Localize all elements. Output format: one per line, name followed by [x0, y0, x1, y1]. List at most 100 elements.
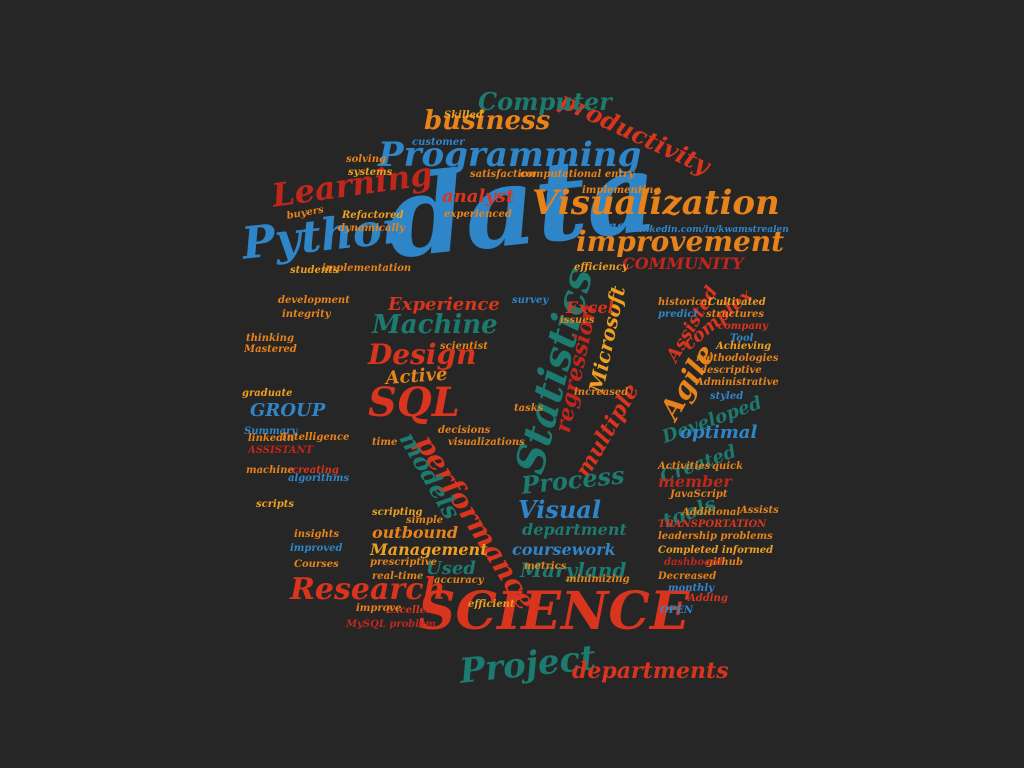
word-scientist: scientist	[440, 341, 488, 352]
word-visual: Visual	[518, 495, 601, 524]
word-used: Used	[426, 558, 476, 579]
word-efficiency: efficiency	[574, 262, 628, 273]
word-implementation: implementation	[322, 263, 412, 274]
word-improve: improve	[356, 603, 402, 614]
word-activities: Activities	[658, 461, 711, 472]
word-integrity: integrity	[282, 309, 331, 320]
word-predict: predict	[658, 309, 699, 320]
word-time: time	[372, 437, 398, 448]
word-linkedin-com-in-kwamstrealen: linkedin.com/in/kwamstrealen	[636, 225, 789, 235]
word-quick: quick	[712, 461, 744, 472]
word-decreased: Decreased	[658, 571, 717, 582]
word-completed-informed: Completed informed	[658, 545, 774, 556]
word-real-time: real-time	[372, 571, 424, 582]
word-departments: departments	[572, 658, 729, 684]
word-github: github	[706, 557, 743, 568]
word-member: member	[658, 472, 732, 491]
word-computer: Computer	[478, 87, 612, 116]
word-improvement: improvement	[576, 225, 785, 258]
word-refactored: Refactored	[342, 210, 404, 221]
word-tasks: tasks	[514, 403, 544, 414]
word-science: SCIENCE	[418, 581, 690, 642]
word-additional: Additional	[682, 507, 741, 518]
word-improved: improved	[290, 543, 343, 554]
word-open: OPEN	[660, 605, 693, 616]
word-metrics: metrics	[524, 561, 567, 572]
word-solving: solving	[346, 154, 386, 165]
word-coursework: coursework	[512, 540, 616, 559]
word-design: Design	[368, 338, 477, 371]
word-descriptive: descriptive	[700, 365, 762, 376]
word-administrative: Administrative	[696, 377, 779, 388]
word-insights: insights	[294, 529, 340, 540]
word-dashboard: dashboard	[664, 557, 723, 568]
word-customer: customer	[412, 137, 465, 148]
word-assists: Assists	[740, 505, 779, 516]
word-programming: Programming	[378, 135, 642, 175]
word-graduate: graduate	[242, 388, 293, 399]
word-creating: creating	[292, 465, 339, 476]
word-optimal: optimal	[680, 422, 758, 443]
word-dynamically: dynamically	[338, 223, 405, 234]
word-intelligence: Intelligence	[282, 432, 350, 443]
word-development: development	[278, 295, 350, 306]
word-research: Research	[290, 572, 446, 607]
word-efficient: efficient	[468, 599, 515, 610]
word-prescriptive: prescriptive	[370, 557, 437, 568]
word-decisions: decisions	[438, 425, 491, 436]
word-visualizations: visualizations	[448, 437, 525, 448]
word-historical: historical	[658, 297, 712, 308]
word-thinking: thinking	[246, 333, 294, 344]
word-systems: systems	[348, 167, 393, 178]
word-survey: survey	[512, 295, 549, 306]
word-structures: structures	[706, 309, 765, 320]
word-analyst: analyst	[442, 186, 515, 207]
word-scripts: scripts	[256, 499, 295, 510]
word-machine: Machine	[372, 310, 498, 340]
word-computational-entry: computational entry	[520, 169, 635, 180]
word-styled: styled	[710, 391, 744, 402]
word-adding: Adding	[688, 593, 728, 604]
word-maryland: Maryland	[520, 558, 627, 582]
word-excelled: Excelled	[386, 605, 433, 616]
word-sql: SQL	[368, 379, 460, 426]
word-skilled: Skilled	[444, 110, 483, 121]
word-scripting: scripting	[372, 507, 423, 518]
word-excel: Excel	[566, 298, 614, 317]
word-group: GROUP	[250, 400, 326, 421]
word-machine: machine	[246, 465, 294, 476]
word-issues: issues	[560, 315, 595, 326]
word-linkedin: linkedin	[248, 433, 295, 444]
word-management: Management	[370, 540, 488, 559]
word-increased: increased	[574, 387, 629, 398]
word-students: students	[290, 265, 339, 276]
word-monthly: monthly	[668, 583, 715, 594]
word-department: department	[522, 520, 627, 539]
word-experience: Experience	[388, 294, 500, 315]
word-tool: Tool	[730, 333, 754, 344]
word-achieving: Achieving	[716, 341, 772, 352]
word-transportation: TRANSPORTATION	[658, 519, 767, 530]
word-methodologies: methodologies	[696, 353, 779, 364]
word-experienced: experienced	[444, 209, 512, 220]
word-active: Active	[384, 363, 449, 389]
word-implementing: implementing	[582, 185, 661, 196]
word-courses: Courses	[294, 559, 339, 570]
word-javascript: JavaScript	[670, 489, 728, 500]
word-summary: Summary	[244, 426, 298, 437]
word-algorithms: algorithms	[288, 473, 350, 484]
word-mastered: Mastered	[244, 344, 297, 355]
word-visualization: Visualization	[532, 183, 780, 223]
word-company: company	[718, 321, 768, 332]
word-satisfaction: satisfaction	[470, 169, 536, 180]
word-mysql-problem: MySQL problem	[346, 619, 436, 630]
word-business: business	[424, 106, 551, 136]
word-community: COMMUNITY	[622, 254, 744, 273]
word-process: Process	[519, 460, 626, 500]
word-outbound: outbound	[372, 523, 459, 542]
word-assistant: ASSISTANT	[248, 445, 314, 456]
word-basic: Basic	[596, 219, 639, 235]
word-minimizing: minimizing	[566, 574, 630, 585]
word-simple: simple	[406, 515, 444, 526]
